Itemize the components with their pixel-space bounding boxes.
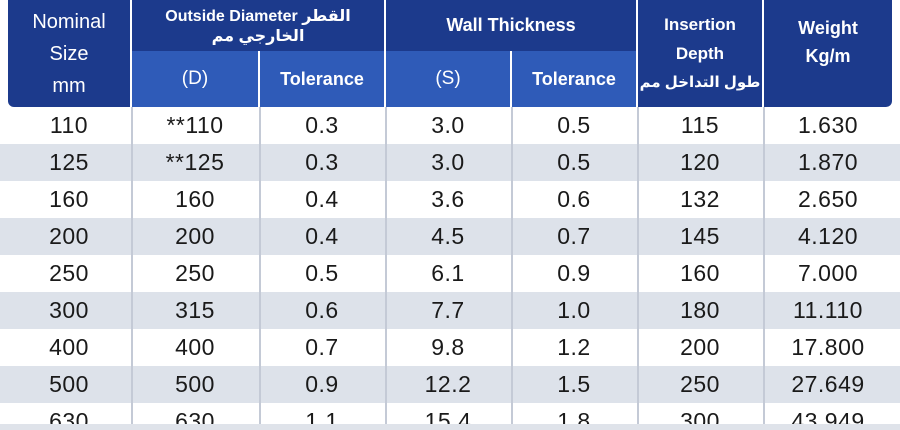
od-d-cell: 400 <box>175 334 215 360</box>
bottom-band <box>0 424 900 430</box>
weight-cell: 17.800 <box>791 334 865 360</box>
wt-s-cell: 3.0 <box>431 149 465 175</box>
od-tolerance-cell: 0.4 <box>305 186 339 212</box>
table-row: 125 **125 0.3 3.0 0.5 120 1.870 <box>0 144 900 181</box>
nominal-size-cell: 200 <box>49 223 89 249</box>
wt-tolerance-cell: 1.2 <box>557 334 591 360</box>
insertion-depth-cell: 120 <box>680 149 720 175</box>
header-wall-thickness: Wall Thickness <box>386 0 636 51</box>
header-nominal-line2: Size <box>49 42 89 65</box>
column-divider <box>511 107 513 430</box>
column-divider <box>131 107 133 430</box>
table-row: 160 160 0.4 3.6 0.6 132 2.650 <box>0 181 900 218</box>
wt-tolerance-cell: 0.7 <box>557 223 591 249</box>
wt-s-cell: 9.8 <box>431 334 465 360</box>
od-tolerance-cell: 0.3 <box>305 112 339 138</box>
column-divider <box>385 107 387 430</box>
od-tolerance-cell: 0.7 <box>305 334 339 360</box>
wt-tolerance-cell: 0.6 <box>557 186 591 212</box>
table-row: 300 315 0.6 7.7 1.0 180 11.110 <box>0 292 900 329</box>
table-row: 110 **110 0.3 3.0 0.5 115 1.630 <box>0 107 900 144</box>
od-d-cell: 315 <box>175 297 215 323</box>
od-tolerance-cell: 0.3 <box>305 149 339 175</box>
weight-cell: 1.630 <box>797 112 859 138</box>
od-tolerance-cell: 0.4 <box>305 223 339 249</box>
wt-s-cell: 3.6 <box>431 186 465 212</box>
nominal-size-cell: 250 <box>49 260 89 286</box>
insertion-depth-cell: 250 <box>680 371 720 397</box>
header-weight: Weight Kg/m <box>764 0 892 107</box>
nominal-size-cell: 500 <box>49 371 89 397</box>
header-weight-line2: Kg/m <box>805 46 851 66</box>
header-nominal-line3: mm <box>52 74 86 97</box>
weight-cell: 11.110 <box>793 297 863 323</box>
od-d-cell: 250 <box>175 260 215 286</box>
nominal-size-cell: 160 <box>49 186 89 212</box>
header-od-d: (D) <box>132 51 258 107</box>
wt-s-cell: 3.0 <box>431 112 465 138</box>
nominal-size-cell: 125 <box>49 149 89 175</box>
header-outside-diameter: Outside Diameter القطر الخارجي مم <box>132 0 384 51</box>
od-d-cell: **125 <box>165 149 225 175</box>
insertion-depth-cell: 145 <box>680 223 720 249</box>
table-row: 200 200 0.4 4.5 0.7 145 4.120 <box>0 218 900 255</box>
insertion-depth-cell: 115 <box>680 112 720 138</box>
wt-tolerance-cell: 0.5 <box>557 112 591 138</box>
weight-cell: 4.120 <box>797 223 859 249</box>
header-wt-tolerance: Tolerance <box>512 51 636 107</box>
od-d-cell: **110 <box>166 112 224 138</box>
column-divider <box>259 107 261 430</box>
wt-s-cell: 7.7 <box>431 297 465 323</box>
od-tolerance-cell: 0.9 <box>305 371 339 397</box>
header-nominal-size: Nominal Size mm <box>8 0 130 107</box>
header-insertion-depth: Insertion Depth طول التداخل مم <box>638 0 762 107</box>
insertion-depth-cell: 200 <box>680 334 720 360</box>
nominal-size-cell: 110 <box>49 112 89 138</box>
table-row: 400 400 0.7 9.8 1.2 200 17.800 <box>0 329 900 366</box>
wt-tolerance-cell: 1.0 <box>557 297 591 323</box>
header-insertion-line1: Insertion <box>664 15 736 34</box>
column-divider <box>637 107 639 430</box>
nominal-size-cell: 300 <box>49 297 89 323</box>
insertion-depth-cell: 180 <box>680 297 720 323</box>
od-tolerance-cell: 0.6 <box>305 297 339 323</box>
wt-tolerance-cell: 0.5 <box>557 149 591 175</box>
insertion-depth-cell: 132 <box>680 186 720 212</box>
od-d-cell: 200 <box>175 223 215 249</box>
table-row: 500 500 0.9 12.2 1.5 250 27.649 <box>0 366 900 403</box>
insertion-depth-cell: 160 <box>680 260 720 286</box>
wt-tolerance-cell: 1.5 <box>557 371 591 397</box>
nominal-size-cell: 400 <box>49 334 89 360</box>
header-weight-line1: Weight <box>798 18 858 38</box>
column-divider <box>763 107 765 430</box>
header-wt-s: (S) <box>386 51 510 107</box>
header-insertion-line3: طول التداخل مم <box>639 74 761 91</box>
weight-cell: 2.650 <box>797 186 859 212</box>
weight-cell: 27.649 <box>791 371 865 397</box>
weight-cell: 1.870 <box>797 149 859 175</box>
header-nominal-line1: Nominal <box>32 10 106 33</box>
wt-s-cell: 4.5 <box>431 223 465 249</box>
header-insertion-line2: Depth <box>675 44 725 63</box>
od-d-cell: 500 <box>175 371 215 397</box>
od-d-cell: 160 <box>175 186 215 212</box>
wt-tolerance-cell: 0.9 <box>557 260 591 286</box>
wt-s-cell: 12.2 <box>424 371 472 397</box>
wt-s-cell: 6.1 <box>431 260 465 286</box>
od-tolerance-cell: 0.5 <box>305 260 339 286</box>
header-od-tolerance: Tolerance <box>260 51 384 107</box>
weight-cell: 7.000 <box>797 260 859 286</box>
table-row: 250 250 0.5 6.1 0.9 160 7.000 <box>0 255 900 292</box>
